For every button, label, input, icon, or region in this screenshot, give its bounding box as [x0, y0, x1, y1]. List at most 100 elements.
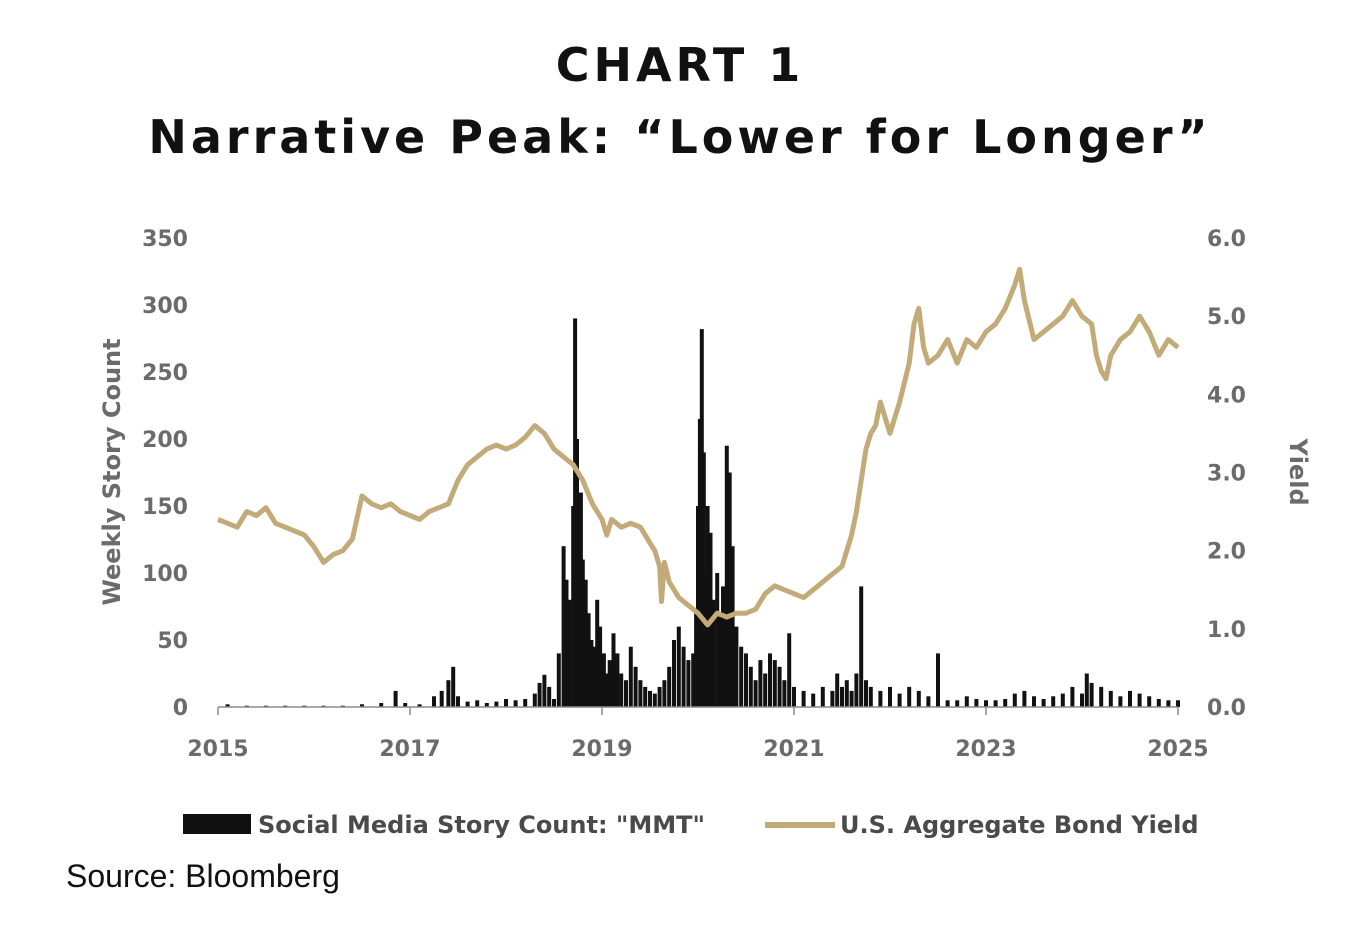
story-count-bar [494, 701, 499, 707]
legend: Social Media Story Count: "MMT" U.S. Agg… [183, 811, 1199, 839]
story-count-bar [1089, 682, 1094, 707]
y-left-tick-label: 150 [142, 495, 188, 520]
story-count-bar [624, 680, 628, 707]
story-count-bar [586, 613, 591, 707]
story-count-bar [1080, 693, 1084, 707]
legend-bar-swatch [183, 814, 251, 834]
story-count-bar [1012, 693, 1017, 707]
story-count-bar [730, 546, 735, 707]
story-count-bar [1003, 699, 1008, 707]
story-count-bar [763, 673, 768, 707]
y-left-tick-label: 200 [142, 428, 188, 453]
story-count-bar [638, 680, 643, 707]
story-count-bar [648, 690, 652, 707]
story-count-bar [686, 660, 691, 707]
story-count-bar [657, 686, 662, 707]
story-count-bar [705, 506, 710, 707]
story-count-bar [537, 682, 542, 707]
story-count-bar [801, 690, 806, 707]
story-count-bar [830, 690, 835, 707]
source-note: Source: Bloomberg [66, 858, 340, 894]
story-count-bar [1118, 696, 1123, 707]
story-count-bar [446, 680, 451, 707]
story-count-bar [984, 700, 988, 707]
x-tick-label: 2015 [187, 737, 248, 762]
story-count-bar [403, 703, 408, 707]
story-count-bar [1176, 700, 1180, 707]
story-count-bar [547, 686, 552, 707]
story-count-bar [1128, 690, 1132, 707]
y-right-tick-label: 5.0 [1207, 305, 1246, 330]
story-count-bar [475, 700, 480, 707]
story-count-bar [393, 690, 398, 707]
story-count-bar [1041, 699, 1046, 707]
story-count-bar [753, 680, 758, 707]
story-count-bar [787, 633, 792, 707]
story-count-bar [592, 646, 597, 707]
story-count-bar [379, 703, 384, 707]
story-count-bar [1051, 696, 1056, 707]
story-count-bar [360, 704, 364, 707]
x-tick-label: 2017 [379, 737, 440, 762]
story-count-bar [1137, 693, 1142, 707]
chart-title: CHART 1 [555, 38, 805, 92]
story-count-bar [432, 696, 436, 707]
story-count-bar [878, 690, 883, 707]
story-count-bar [1166, 700, 1171, 707]
story-count-bar [772, 660, 777, 707]
story-count-bar [907, 686, 912, 707]
story-count-bar [417, 704, 422, 707]
story-count-bar [451, 666, 456, 707]
story-count-bar [484, 703, 489, 707]
story-count-bar [721, 586, 725, 707]
story-count-bar [691, 653, 696, 707]
y-right-tick-label: 4.0 [1207, 383, 1246, 408]
story-count-bar [619, 673, 624, 707]
story-count-bar [1032, 696, 1036, 707]
story-count-bar [1108, 690, 1113, 707]
story-count-bar [604, 673, 609, 707]
story-count-bar [724, 445, 729, 707]
story-count-bar [439, 690, 444, 707]
line-series [217, 266, 1180, 628]
story-count-bar [662, 680, 667, 707]
story-count-bar [854, 673, 859, 707]
story-count-bar [611, 633, 616, 707]
story-count-bar [758, 660, 763, 707]
story-count-bar [672, 640, 676, 707]
y-right-tick-label: 2.0 [1207, 540, 1246, 565]
story-count-bar [715, 573, 720, 707]
y-left-tick-label: 300 [142, 294, 188, 319]
story-count-bar [1156, 699, 1161, 707]
story-count-bar [601, 653, 606, 707]
story-count-bar [667, 666, 672, 707]
story-count-bar [561, 546, 566, 707]
legend-bar-label: Social Media Story Count: "MMT" [258, 811, 705, 839]
story-count-bar [916, 690, 921, 707]
story-count-bar [564, 579, 569, 707]
story-count-bar [589, 640, 594, 707]
story-count-bar [718, 613, 723, 707]
story-count-bar [1147, 696, 1152, 707]
story-count-bar [739, 646, 744, 707]
story-count-bar [225, 704, 230, 707]
story-count-bar [456, 696, 460, 707]
x-tick-label: 2023 [955, 737, 1016, 762]
story-count-bar [580, 559, 585, 707]
story-count-bar [523, 699, 528, 707]
x-tick-label: 2019 [571, 737, 632, 762]
story-count-bar [552, 699, 556, 707]
story-count-bar [926, 696, 931, 707]
story-count-bar [744, 653, 748, 707]
y-right-tick-label: 1.0 [1207, 618, 1246, 643]
y-right-tick-label: 3.0 [1207, 462, 1246, 487]
story-count-bar [583, 579, 588, 707]
story-count-bar [676, 626, 681, 707]
story-count-bar [681, 646, 686, 707]
story-count-bar [868, 686, 873, 707]
y-left-axis-title: Weekly Story Count [98, 338, 126, 605]
story-count-bar [840, 686, 844, 707]
story-count-bar [835, 673, 840, 707]
story-count-bar [1070, 686, 1075, 707]
story-count-bar [945, 700, 950, 707]
